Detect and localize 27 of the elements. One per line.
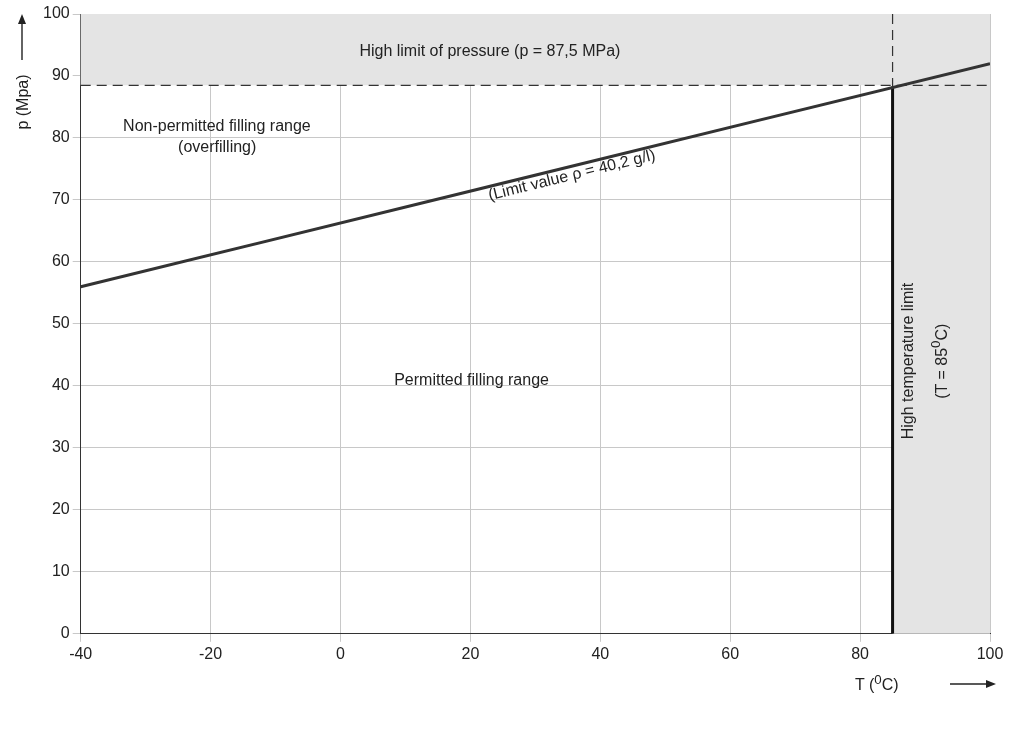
x-tick-label: 80 [851, 644, 870, 662]
x-tick-label: -40 [69, 644, 93, 662]
y-tick-label: 30 [51, 438, 70, 456]
y-tick-label: 100 [42, 4, 70, 22]
y-tick-label: 40 [51, 376, 70, 394]
x-tick-label: 100 [976, 644, 1004, 662]
y-tick-label: 10 [51, 562, 70, 580]
x-tick-label: 60 [721, 644, 740, 662]
y-tick-label: 70 [51, 190, 70, 208]
annotation: Non-permitted filling range [123, 116, 311, 135]
y-tick-label: 20 [51, 500, 70, 518]
annotation: (Limit value ρ = 40,2 g/l) [486, 145, 658, 205]
x-axis-title: T ($^{0}$C) [855, 671, 899, 695]
annotation: (overfilling) [178, 138, 257, 157]
y-tick-label: 90 [51, 66, 70, 84]
annotation: High temperature limit [898, 282, 917, 440]
y-axis-title: p (Mpa) [13, 73, 32, 130]
x-tick-label: 0 [336, 644, 346, 662]
annotation: High limit of pressure (p = 87,5 MPa) [359, 42, 621, 61]
annotation: Permitted filling range [394, 370, 549, 389]
y-tick-label: 50 [51, 314, 70, 332]
y-tick-label: 0 [60, 624, 70, 642]
x-tick-label: 20 [461, 644, 480, 662]
y-tick-label: 80 [51, 128, 70, 146]
x-tick-label: 40 [591, 644, 610, 662]
x-tick-label: -20 [199, 644, 223, 662]
y-tick-label: 60 [51, 252, 70, 270]
